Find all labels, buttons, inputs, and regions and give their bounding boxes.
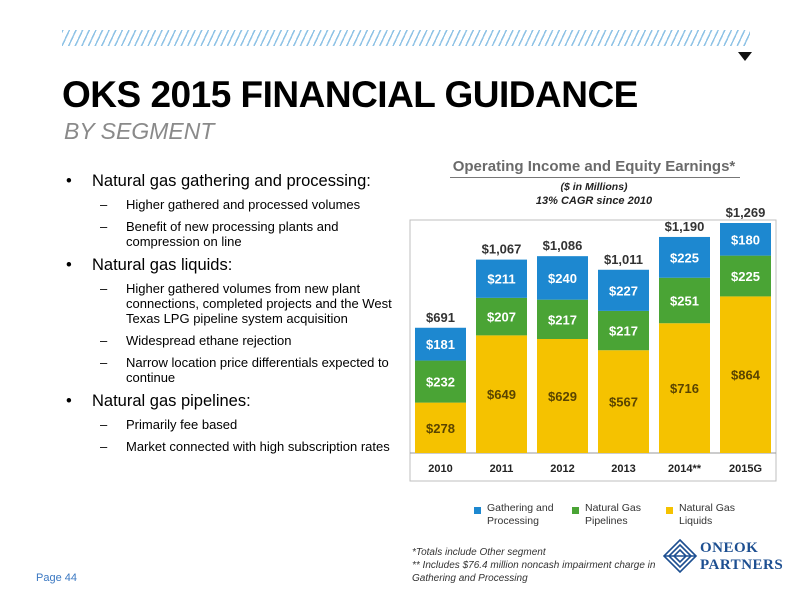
header-hatch-band (62, 30, 750, 46)
bar-segment (659, 236, 710, 278)
data-label: $567 (609, 395, 638, 410)
bullet-liquids: Natural gas liquids: (64, 256, 404, 275)
chart-unit-note: ($ in Millions) (560, 181, 628, 193)
logo-line1: ONEOK (700, 540, 759, 556)
bar-segment (537, 299, 588, 339)
page-subtitle: BY SEGMENT (64, 118, 215, 144)
sub-bullet: Higher gathered and processed volumes (64, 197, 404, 212)
sub-bullet: Widespread ethane rejection (64, 333, 404, 348)
page-number: Page 44 (36, 572, 77, 584)
footnote-impairment: ** Includes $76.4 million noncash impair… (412, 560, 656, 571)
bullet-pipelines: Natural gas pipelines: (64, 392, 404, 411)
bar-segment (659, 277, 710, 324)
legend-label: Liquids (679, 515, 712, 527)
total-label: $1,269 (726, 205, 766, 220)
bullet-list: Natural gas gathering and processing: Hi… (64, 172, 404, 461)
total-label: $1,086 (543, 238, 583, 253)
x-tick-label: 2012 (550, 463, 574, 475)
data-label: $181 (426, 337, 455, 352)
total-label: $1,011 (604, 252, 643, 267)
x-tick-label: 2011 (490, 463, 514, 475)
data-label: $716 (670, 381, 699, 396)
sub-bullet: Benefit of new processing plants and com… (64, 219, 404, 249)
oneok-logo-icon (662, 538, 698, 574)
bar-segment (537, 256, 588, 300)
total-label: $691 (426, 310, 455, 325)
chart-title: Operating Income and Equity Earnings* (452, 158, 736, 175)
bar-segment (415, 360, 466, 403)
logo-line2: PARTNERS (700, 557, 784, 573)
legend-label: Processing (487, 515, 539, 527)
data-label: $232 (426, 375, 455, 390)
sub-bullet: Primarily fee based (64, 417, 404, 432)
legend-swatch (474, 507, 481, 514)
data-label: $649 (487, 387, 516, 402)
bar-segment (476, 297, 527, 336)
bar-segment (659, 323, 710, 453)
data-label: $864 (731, 368, 761, 383)
data-label: $225 (670, 250, 699, 265)
legend-label: Pipelines (585, 515, 628, 527)
data-label: $278 (426, 421, 455, 436)
chart-title-rule (450, 177, 740, 178)
x-tick-label: 2014** (668, 463, 702, 475)
bar-segment (415, 327, 466, 361)
total-label: $1,190 (665, 219, 705, 234)
data-label: $207 (487, 310, 516, 325)
bar-segment (720, 223, 771, 256)
bar-segment (720, 296, 771, 453)
x-tick-label: 2010 (428, 463, 452, 475)
data-label: $240 (548, 271, 577, 286)
bar-segment (476, 335, 527, 453)
footnote-impairment-cont: Gathering and Processing (412, 573, 528, 584)
data-label: $180 (731, 232, 760, 247)
bar-segment (598, 310, 649, 351)
bar-segment (415, 402, 466, 453)
bar-segment (476, 259, 527, 298)
legend-label: Natural Gas (679, 502, 735, 514)
bar-segment (598, 350, 649, 453)
page-title: OKS 2015 FINANCIAL GUIDANCE (62, 74, 638, 115)
bar-segment (537, 338, 588, 453)
data-label: $217 (548, 312, 577, 327)
chart-subtitle: 13% CAGR since 2010 (535, 195, 653, 207)
sub-bullet: Higher gathered volumes from new plant c… (64, 281, 404, 326)
bar-segment (598, 269, 649, 311)
footnotes: *Totals include Other segment ** Include… (412, 546, 655, 585)
bullet-gathering: Natural gas gathering and processing: (64, 172, 404, 191)
data-label: $629 (548, 389, 577, 404)
logo-text: ONEOK PARTNERS (700, 540, 783, 574)
legend-swatch (666, 507, 673, 514)
sub-bullet: Market connected with high subscription … (64, 439, 404, 454)
triangle-down-icon (738, 52, 752, 61)
data-label: $251 (670, 293, 699, 308)
data-label: $225 (731, 269, 760, 284)
plot-frame (409, 219, 777, 482)
legend-swatch (572, 507, 579, 514)
legend-label: Gathering and (487, 502, 554, 514)
x-tick-label: 2013 (611, 463, 635, 475)
sub-bullet: Narrow location price differentials expe… (64, 355, 404, 385)
footnote-totals: *Totals include Other segment (412, 547, 546, 558)
x-tick-label: 2015G (729, 463, 762, 475)
bar-segment (720, 255, 771, 297)
data-label: $211 (487, 272, 515, 287)
data-label: $217 (609, 324, 638, 339)
total-label: $1,067 (482, 242, 522, 257)
data-label: $227 (609, 283, 638, 298)
legend-label: Natural Gas (585, 502, 641, 514)
